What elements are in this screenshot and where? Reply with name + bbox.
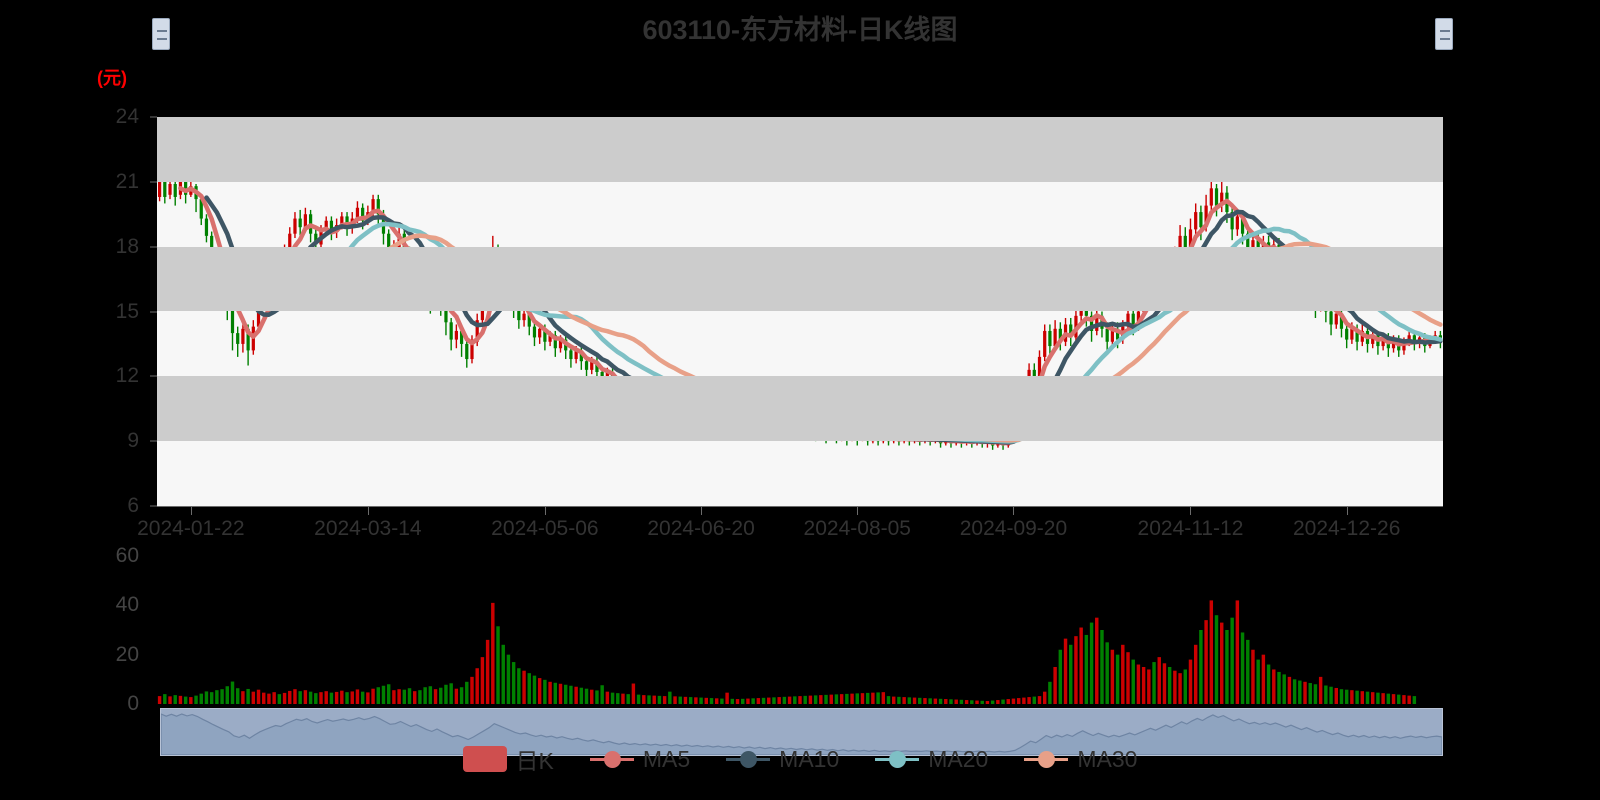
datazoom-slider[interactable] xyxy=(160,708,1443,756)
x-axis-tick-label: 2024-01-22 xyxy=(137,517,245,540)
legend-line-icon xyxy=(589,746,634,772)
price-axis-tick-label: 9 xyxy=(127,429,139,453)
x-axis-tick-label: 2024-06-20 xyxy=(647,517,755,540)
price-axis-tick-mark xyxy=(150,246,157,248)
price-axis-tick-label: 12 xyxy=(115,364,139,388)
legend-line-icon xyxy=(726,746,771,772)
x-axis-tick-mark xyxy=(1013,506,1015,515)
x-axis-tick-mark xyxy=(1190,506,1192,515)
legend-label: MA5 xyxy=(642,745,691,772)
legend-label: 日K xyxy=(515,748,554,774)
datazoom-preview-line xyxy=(161,713,1442,755)
x-axis-tick-label: 2024-09-20 xyxy=(959,517,1068,540)
price-axis-tick-label: 18 xyxy=(115,234,139,258)
grid-band xyxy=(157,246,1443,312)
legend-item-ma10[interactable]: MA10 xyxy=(726,746,839,773)
x-axis-tick-mark xyxy=(1346,506,1348,515)
x-axis-tick-label: 2024-11-12 xyxy=(1137,517,1244,540)
volume-axis-tick-label: 40 xyxy=(115,593,139,617)
x-axis-tick-mark xyxy=(544,506,546,515)
volume-axis-tick-label: 0 xyxy=(127,692,139,715)
price-axis-tick-mark xyxy=(150,440,157,442)
legend-swatch-icon xyxy=(462,746,507,772)
x-axis-tick-mark xyxy=(857,506,859,515)
price-axis-tick-mark xyxy=(150,181,157,183)
price-axis-tick-label: 6 xyxy=(127,494,139,517)
legend-line-icon xyxy=(875,746,920,772)
datazoom-handle-right[interactable] xyxy=(1435,18,1453,50)
price-axis-tick-label: 15 xyxy=(115,299,139,323)
x-axis-line xyxy=(157,506,1443,507)
x-axis-tick-label: 2024-08-05 xyxy=(803,517,911,540)
x-axis-tick-mark xyxy=(190,506,192,515)
legend-line-icon xyxy=(1024,746,1069,772)
price-axis-tick-mark xyxy=(150,311,157,312)
chart-legend: 日K MA5 MA10 MA20 MA30 xyxy=(0,742,1600,776)
x-axis-tick-label: 2024-03-14 xyxy=(314,517,422,540)
legend-item-ma5[interactable]: MA5 xyxy=(589,745,691,773)
volume-series-svg xyxy=(157,600,1417,704)
x-axis-tick-label: 2024-05-06 xyxy=(491,517,599,540)
page-title: 603110-东方材料-日K线图 xyxy=(642,15,958,45)
x-axis-tick-mark xyxy=(367,506,369,515)
datazoom-handle-left[interactable] xyxy=(152,18,170,50)
x-axis-tick-label: 2024-12-26 xyxy=(1292,517,1401,540)
volume-axis-tick-label: 20 xyxy=(115,642,139,666)
price-axis-tick-mark xyxy=(150,116,157,118)
price-plot-area xyxy=(157,117,1443,506)
grid-band xyxy=(157,376,1443,442)
legend-item-ma20[interactable]: MA20 xyxy=(875,746,988,773)
volume-plot-area xyxy=(157,556,1443,704)
price-axis-tick-label: 24 xyxy=(115,105,139,128)
price-unit-label: (元) xyxy=(97,68,127,88)
x-axis-tick-mark xyxy=(701,506,703,515)
legend-item-ma30[interactable]: MA30 xyxy=(1024,746,1137,773)
grid-band xyxy=(157,117,1443,182)
price-axis-tick-label: 21 xyxy=(115,169,139,193)
legend-label: MA10 xyxy=(779,745,840,772)
legend-item-日k[interactable]: 日K xyxy=(462,742,554,776)
price-axis-tick-mark xyxy=(150,375,157,377)
legend-label: MA20 xyxy=(928,745,989,772)
volume-axis-tick-label: 60 xyxy=(115,544,139,567)
legend-label: MA30 xyxy=(1077,745,1138,772)
price-axis-tick-mark xyxy=(150,505,157,507)
